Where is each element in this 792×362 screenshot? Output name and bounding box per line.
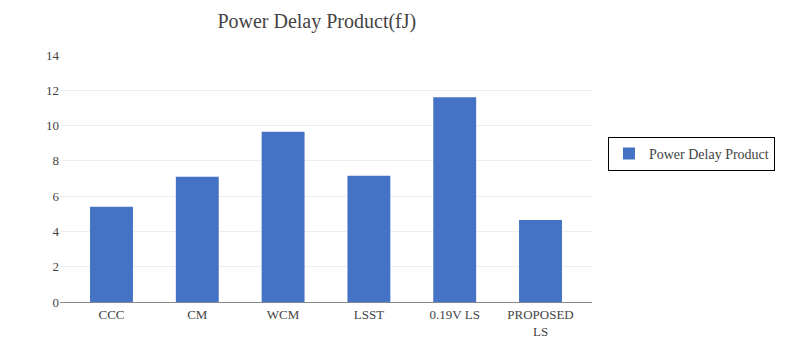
svg-text:0.19V LS: 0.19V LS — [430, 307, 480, 322]
svg-text:Power Delay Product(fJ): Power Delay Product(fJ) — [217, 10, 416, 33]
svg-text:2: 2 — [53, 259, 60, 274]
svg-text:12: 12 — [46, 83, 59, 98]
svg-text:LSST: LSST — [354, 307, 384, 322]
svg-text:WCM: WCM — [267, 307, 300, 322]
svg-text:PROPOSEDLS: PROPOSEDLS — [507, 307, 573, 339]
svg-text:10: 10 — [46, 118, 59, 133]
svg-text:14: 14 — [46, 48, 60, 63]
svg-text:CM: CM — [187, 307, 208, 322]
svg-text:6: 6 — [53, 189, 60, 204]
svg-text:8: 8 — [53, 153, 60, 168]
svg-text:4: 4 — [53, 224, 60, 239]
svg-text:CCC: CCC — [98, 307, 124, 322]
svg-text:Power Delay Product: Power Delay Product — [649, 147, 769, 162]
svg-text:0: 0 — [53, 295, 60, 310]
